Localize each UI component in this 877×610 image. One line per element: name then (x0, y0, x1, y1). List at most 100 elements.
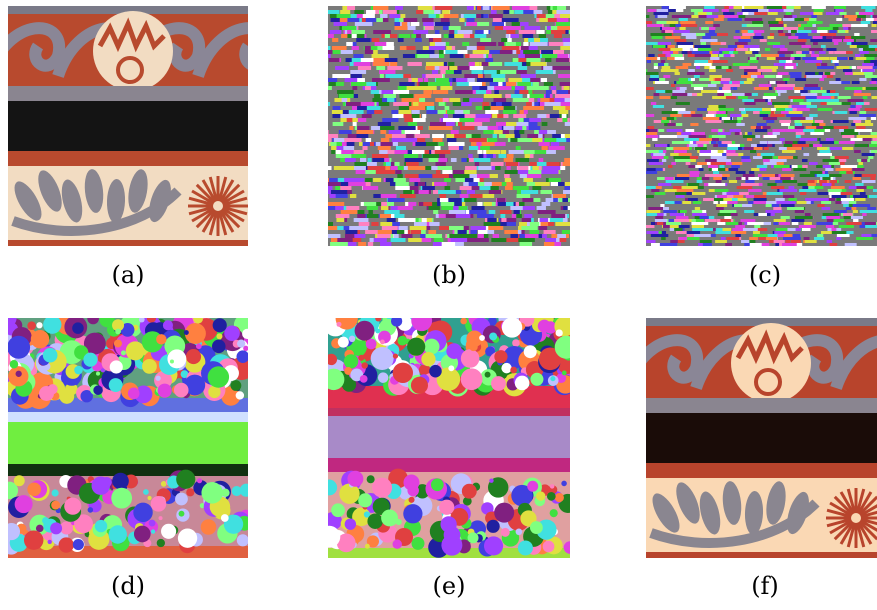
noise (435, 42, 446, 46)
noise (711, 156, 727, 159)
noise (650, 33, 666, 36)
noise (456, 190, 462, 194)
noise (433, 138, 443, 142)
noise (713, 144, 718, 147)
segment-blob (201, 519, 217, 535)
noise (722, 51, 729, 54)
noise (773, 207, 781, 210)
noise (406, 158, 423, 162)
noise (676, 66, 689, 69)
noise (325, 222, 333, 226)
noise (816, 222, 832, 225)
noise (556, 10, 574, 14)
noise (805, 213, 811, 216)
segment-blob (337, 322, 342, 327)
noise (659, 135, 677, 138)
noise (871, 96, 877, 99)
noise (658, 129, 664, 132)
noise (530, 230, 540, 234)
noise (753, 156, 762, 159)
noise (704, 6, 715, 9)
segment-blob (479, 335, 485, 341)
noise (501, 102, 511, 106)
noise (528, 38, 534, 42)
segment-blob (95, 520, 107, 532)
noise (436, 162, 446, 166)
noise (391, 238, 406, 242)
noise (376, 66, 385, 70)
noise (548, 42, 563, 46)
noise (486, 150, 500, 154)
noise (500, 210, 510, 214)
noise (505, 170, 518, 174)
segment-blob (380, 339, 385, 344)
noise (429, 158, 440, 162)
noise (345, 158, 355, 162)
noise (850, 105, 855, 108)
noise (863, 48, 875, 51)
segment-blob (358, 355, 364, 361)
noise (662, 66, 671, 69)
noise (722, 66, 729, 69)
noise (770, 159, 787, 162)
noise (651, 234, 668, 237)
noise (742, 33, 754, 36)
noise (748, 60, 758, 63)
noise (353, 54, 363, 58)
segment-blob (31, 330, 49, 348)
noise (762, 108, 771, 111)
noise (551, 214, 565, 218)
panel-label: (c) (749, 261, 781, 289)
noise (795, 33, 808, 36)
noise (475, 114, 491, 118)
segment-blob (151, 529, 155, 533)
noise (453, 114, 464, 118)
noise (336, 82, 344, 86)
noise (856, 186, 866, 189)
noise (831, 228, 836, 231)
noise (500, 70, 516, 74)
noise (406, 162, 419, 166)
noise (383, 94, 396, 98)
noise (846, 168, 852, 171)
noise (689, 171, 699, 174)
noise (356, 134, 368, 138)
noise (779, 120, 785, 123)
noise (457, 30, 472, 34)
segment-blob (208, 366, 229, 387)
noise (647, 60, 651, 63)
noise (645, 57, 658, 60)
noise (829, 174, 841, 177)
noise (843, 69, 852, 72)
band (646, 398, 877, 413)
segment-blob (96, 372, 100, 376)
noise (768, 21, 778, 24)
noise (649, 78, 659, 81)
noise (348, 182, 365, 186)
noise (352, 154, 366, 158)
noise (681, 24, 697, 27)
noise (521, 46, 529, 50)
segment-blob (186, 488, 194, 496)
noise (830, 180, 837, 183)
noise (825, 72, 831, 75)
noise (754, 99, 765, 102)
segment-blob (161, 481, 167, 487)
noise (790, 117, 805, 120)
noise (499, 154, 507, 158)
noise (853, 204, 871, 207)
noise (785, 63, 796, 66)
noise (395, 186, 409, 190)
noise (731, 165, 740, 168)
noise (683, 63, 692, 66)
segment-blob (92, 476, 110, 494)
noise (752, 21, 763, 24)
noise (814, 9, 824, 12)
segment-blob (489, 478, 493, 482)
noise (755, 87, 769, 90)
noise (557, 90, 568, 94)
segment-blob (24, 530, 43, 549)
noise (385, 34, 390, 38)
noise (809, 114, 817, 117)
noise (426, 82, 443, 86)
